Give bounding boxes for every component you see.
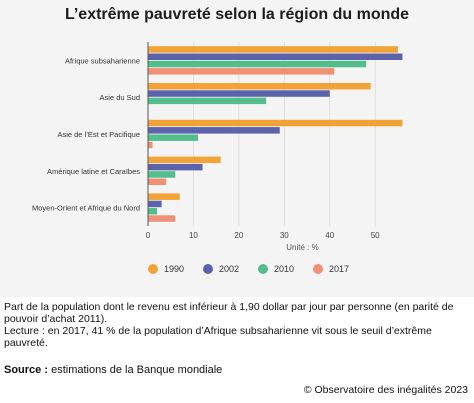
bar (148, 119, 403, 127)
bar (148, 200, 162, 208)
bar (148, 163, 203, 171)
bar (148, 127, 280, 134)
note-reading: Lecture : en 2017, 41 % de la population… (4, 325, 432, 349)
legend-swatch (148, 264, 158, 274)
x-tick-label: 30 (280, 231, 289, 240)
chart-note: Part de la population dont le revenu est… (4, 301, 470, 349)
x-tick-label: 20 (234, 231, 243, 240)
legend-label: 1990 (164, 264, 185, 274)
legend-item: 2002 (203, 264, 239, 274)
chart-title: L’extrême pauvreté selon la région du mo… (64, 6, 410, 23)
bar (148, 83, 371, 90)
category-labels: Afrique subsaharienne Asie du Sud Asie de … (32, 56, 140, 212)
x-tick-label: 10 (189, 231, 198, 240)
x-tick-label: 40 (325, 231, 334, 240)
bar (148, 193, 180, 200)
tick-labels: 0 10 20 30 40 50 (146, 231, 380, 240)
bar (148, 68, 335, 75)
category-label: Asie de l’Est et Pacifique (57, 130, 140, 139)
bar (148, 171, 176, 178)
bar (148, 134, 198, 141)
note-definition: Part de la population dont le revenu est… (4, 301, 454, 325)
bar (148, 60, 367, 68)
source-line: Source : estimations de la Banque mondia… (4, 364, 222, 376)
bar-chart: Afrique subsaharienne Asie du Sud Asie de … (32, 42, 403, 252)
bar (148, 90, 330, 97)
bar (148, 53, 403, 60)
category-label: Asie du Sud (100, 93, 140, 102)
category-label: Afrique subsaharienne (65, 56, 140, 65)
legend: 1990 2002 2010 2017 (0, 264, 474, 284)
source-text: estimations de la Banque mondiale (51, 364, 223, 376)
legend-swatch (203, 264, 213, 274)
legend-swatch (313, 264, 323, 274)
bar (148, 46, 398, 53)
copyright: © Observatoire des inégalités 2023 (303, 384, 468, 396)
x-tick-label: 50 (371, 231, 380, 240)
bar (148, 141, 153, 149)
source-label: Source : (4, 364, 49, 376)
bar (148, 97, 267, 105)
bar (148, 178, 167, 185)
legend-item: 2010 (258, 264, 294, 274)
legend-label: 2002 (219, 264, 240, 274)
x-axis-label: Unité : % (286, 243, 318, 252)
legend-swatch (258, 264, 268, 274)
bars (148, 46, 403, 222)
legend-label: 2010 (274, 264, 295, 274)
legend-item: 2017 (313, 264, 349, 274)
legend-item: 1990 (148, 264, 184, 274)
legend-label: 2017 (329, 264, 350, 274)
bar (148, 208, 158, 215)
bar (148, 215, 176, 222)
x-tick-label: 0 (146, 231, 151, 240)
category-label: Moyen-Orient et Afrique du Nord (32, 204, 140, 213)
category-label: Amérique latine et Caraïbes (47, 167, 140, 176)
bar (148, 156, 221, 164)
